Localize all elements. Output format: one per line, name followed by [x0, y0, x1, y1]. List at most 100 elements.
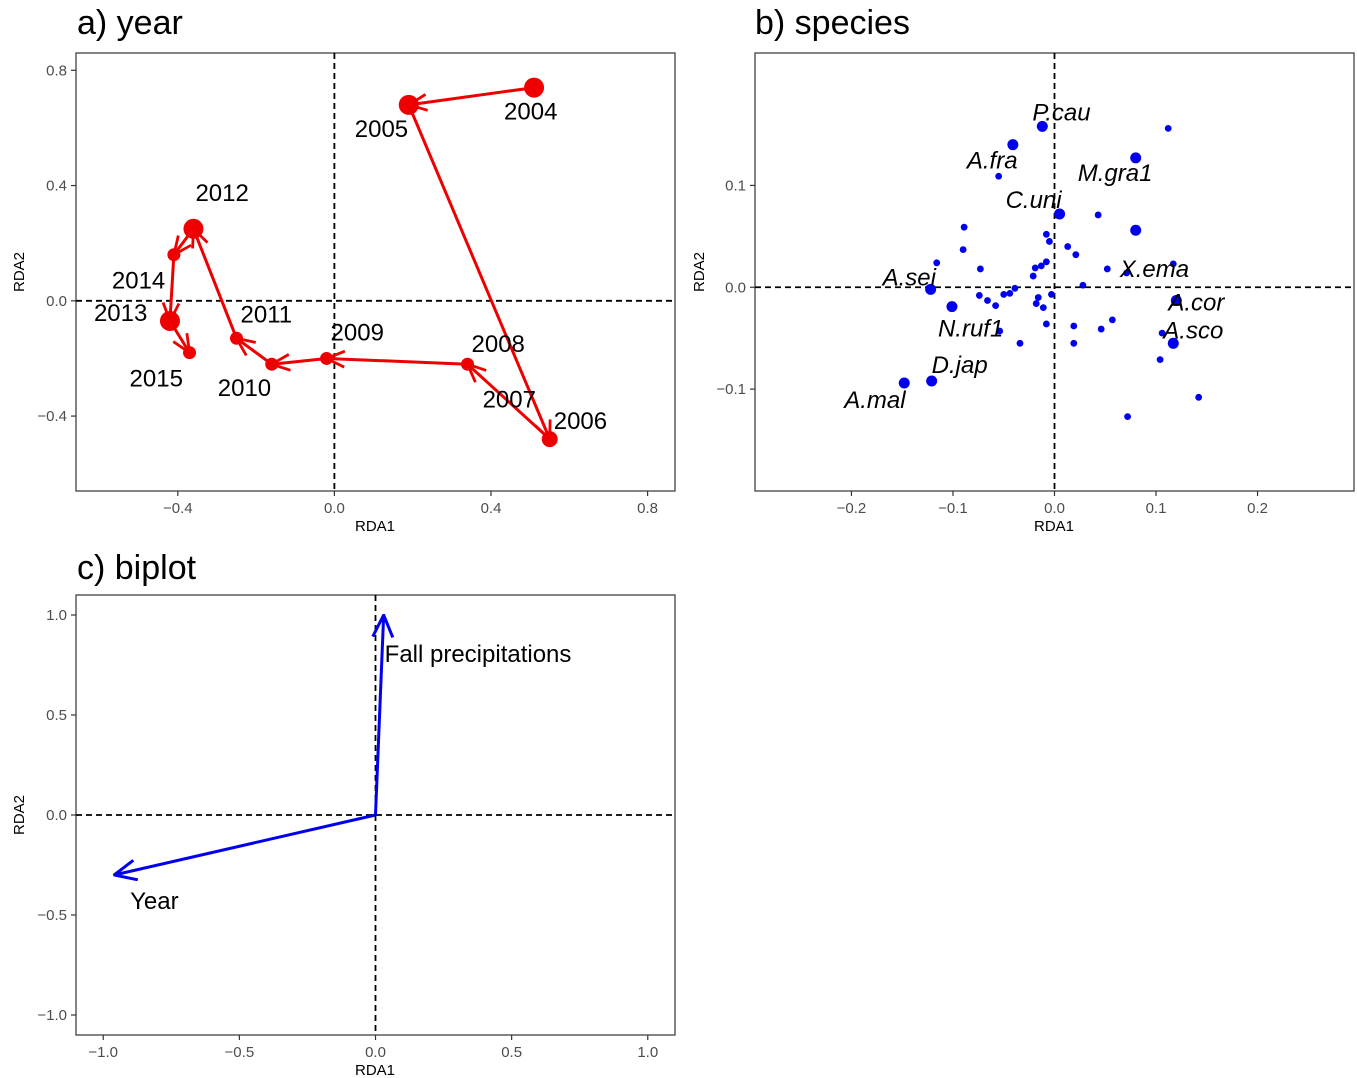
species-point — [1034, 294, 1042, 301]
biplot-arrow-year — [114, 813, 376, 875]
species-point — [1169, 260, 1177, 268]
species-point — [1124, 413, 1131, 421]
species-point — [1103, 265, 1111, 273]
species-point — [1164, 124, 1172, 132]
y-tick-label: 0.4 — [46, 178, 67, 195]
year-point-2012 — [183, 218, 204, 239]
species-point — [1097, 325, 1105, 333]
x-tick-label: 0.5 — [501, 1044, 522, 1061]
x-tick-label: 0.0 — [1044, 500, 1065, 517]
species-label-N-ruf1: N.ruf1 — [938, 316, 1003, 343]
species-point — [1156, 356, 1164, 363]
species-label-C-uni: C.uni — [1006, 187, 1063, 214]
year-point-2010 — [265, 357, 279, 371]
year-label-2012: 2012 — [195, 180, 248, 207]
panel-a-xlabel: RDA1 — [355, 518, 395, 535]
species-point — [1094, 211, 1102, 219]
panel-b-xlabel: RDA1 — [1034, 518, 1074, 535]
panel-a-ylabel: RDA2 — [11, 252, 28, 292]
x-tick-label: −0.2 — [837, 500, 867, 517]
species-label-X-ema: X.ema — [1119, 256, 1189, 283]
x-tick-label: 0.2 — [1247, 500, 1268, 517]
trajectory-segment — [468, 364, 551, 441]
y-tick-label: −0.4 — [37, 408, 67, 425]
year-point-2013 — [159, 310, 180, 331]
species-point-A.fra — [1007, 139, 1019, 151]
year-point-2015 — [183, 346, 197, 360]
panel-a-point-labels: 2004 2005 2006 2007 2008 2009 2010 2011 2012 2013… — [94, 99, 607, 436]
panel-a-frame — [75, 52, 676, 492]
year-label-2013: 2013 — [94, 300, 147, 327]
year-point-2014 — [167, 248, 181, 262]
x-tick-label: 0.8 — [637, 500, 658, 517]
panel-c-ticks: −1.0 −0.5 0.0 0.5 1.0 −1.0 −0.5 0.0 0.5 1.0 — [37, 607, 658, 1061]
species-point — [1031, 264, 1039, 272]
species-point — [984, 297, 991, 304]
species-point — [1000, 291, 1008, 298]
species-point-A.sco — [1167, 337, 1179, 349]
year-label-2006: 2006 — [554, 408, 607, 435]
species-point — [1016, 339, 1024, 347]
species-label-P-cau: P.cau — [1032, 99, 1090, 126]
species-point — [1123, 269, 1130, 277]
trajectory-segment — [409, 86, 535, 105]
trajectory-segment — [407, 104, 550, 439]
species-label-A-mal: A.mal — [842, 387, 906, 414]
y-tick-label: 0.1 — [725, 177, 746, 194]
species-label-A-sco: A.sco — [1161, 317, 1223, 344]
panel-c-ylabel: RDA2 — [11, 795, 28, 835]
year-label-2011: 2011 — [241, 301, 293, 328]
panel-a-title: a) year — [77, 4, 183, 42]
species-point — [1072, 251, 1080, 259]
biplot-arrow-fall-precipitations — [376, 615, 384, 816]
species-point — [959, 246, 967, 253]
species-point — [1042, 258, 1050, 266]
panel-c-xlabel: RDA1 — [355, 1062, 395, 1078]
year-point-2005 — [398, 94, 419, 115]
trajectory-segment — [327, 358, 468, 364]
species-point-A.sei — [925, 283, 937, 295]
y-tick-label: 0.0 — [46, 293, 67, 310]
panel-a-points — [159, 77, 558, 448]
panel-b-ticks: −0.2 −0.1 0.0 0.1 0.2 −0.1 0.0 0.1 — [716, 177, 1268, 517]
y-tick-label: −0.1 — [716, 381, 746, 398]
species-point — [1042, 320, 1050, 328]
panel-c-biplot: c) biplot −1.0 −0.5 0.0 0.5 1.0 −1.0 −0.5 0.0 0.… — [11, 549, 676, 1078]
panel-a-year: a) year −0.4 0.0 0.4 0.8−0.40.00.40.8 20042… — [11, 4, 676, 535]
species-point-D.jap — [926, 375, 938, 387]
year-label-2007: 2007 — [483, 386, 536, 413]
biplot-label-fall-precipitations: Fall precipitations — [385, 641, 572, 668]
species-point — [1048, 291, 1055, 298]
species-label-A-cor: A.cor — [1166, 290, 1225, 317]
trajectory-segment — [170, 254, 174, 321]
y-tick-label: 0.5 — [46, 707, 67, 724]
panel-c-title: c) biplot — [77, 549, 197, 587]
species-point — [1195, 393, 1203, 401]
species-point — [995, 172, 1003, 180]
species-point — [960, 223, 968, 231]
year-point-2011 — [230, 331, 244, 345]
species-point — [976, 265, 984, 273]
species-point — [975, 292, 983, 299]
year-label-2009: 2009 — [331, 319, 384, 346]
y-tick-label: 0.0 — [725, 279, 746, 296]
x-tick-label: 1.0 — [637, 1044, 658, 1061]
year-point-2006 — [541, 431, 558, 448]
species-point-M.gra1 — [1130, 152, 1142, 164]
species-point — [1046, 238, 1053, 245]
species-point-A.cor — [1170, 295, 1182, 307]
x-tick-label: −0.1 — [938, 500, 968, 517]
year-label-2015: 2015 — [130, 366, 183, 393]
species-point-N.ruf1 — [946, 301, 958, 313]
species-point-X.ema — [1130, 224, 1142, 236]
panel-b-ylabel: RDA2 — [691, 252, 708, 292]
x-tick-label: −0.4 — [163, 500, 193, 517]
panel-b-species: b) species −0.2 −0.1 0.0 0.1 0.2 −0.1 0.0 0.1 P… — [691, 4, 1355, 535]
species-point — [933, 259, 941, 267]
species-point-C.uni — [1054, 208, 1066, 220]
trajectory-segment — [237, 338, 273, 366]
species-point-A.mal — [898, 377, 910, 389]
species-point — [1070, 322, 1078, 330]
y-tick-label: −0.5 — [37, 907, 67, 924]
